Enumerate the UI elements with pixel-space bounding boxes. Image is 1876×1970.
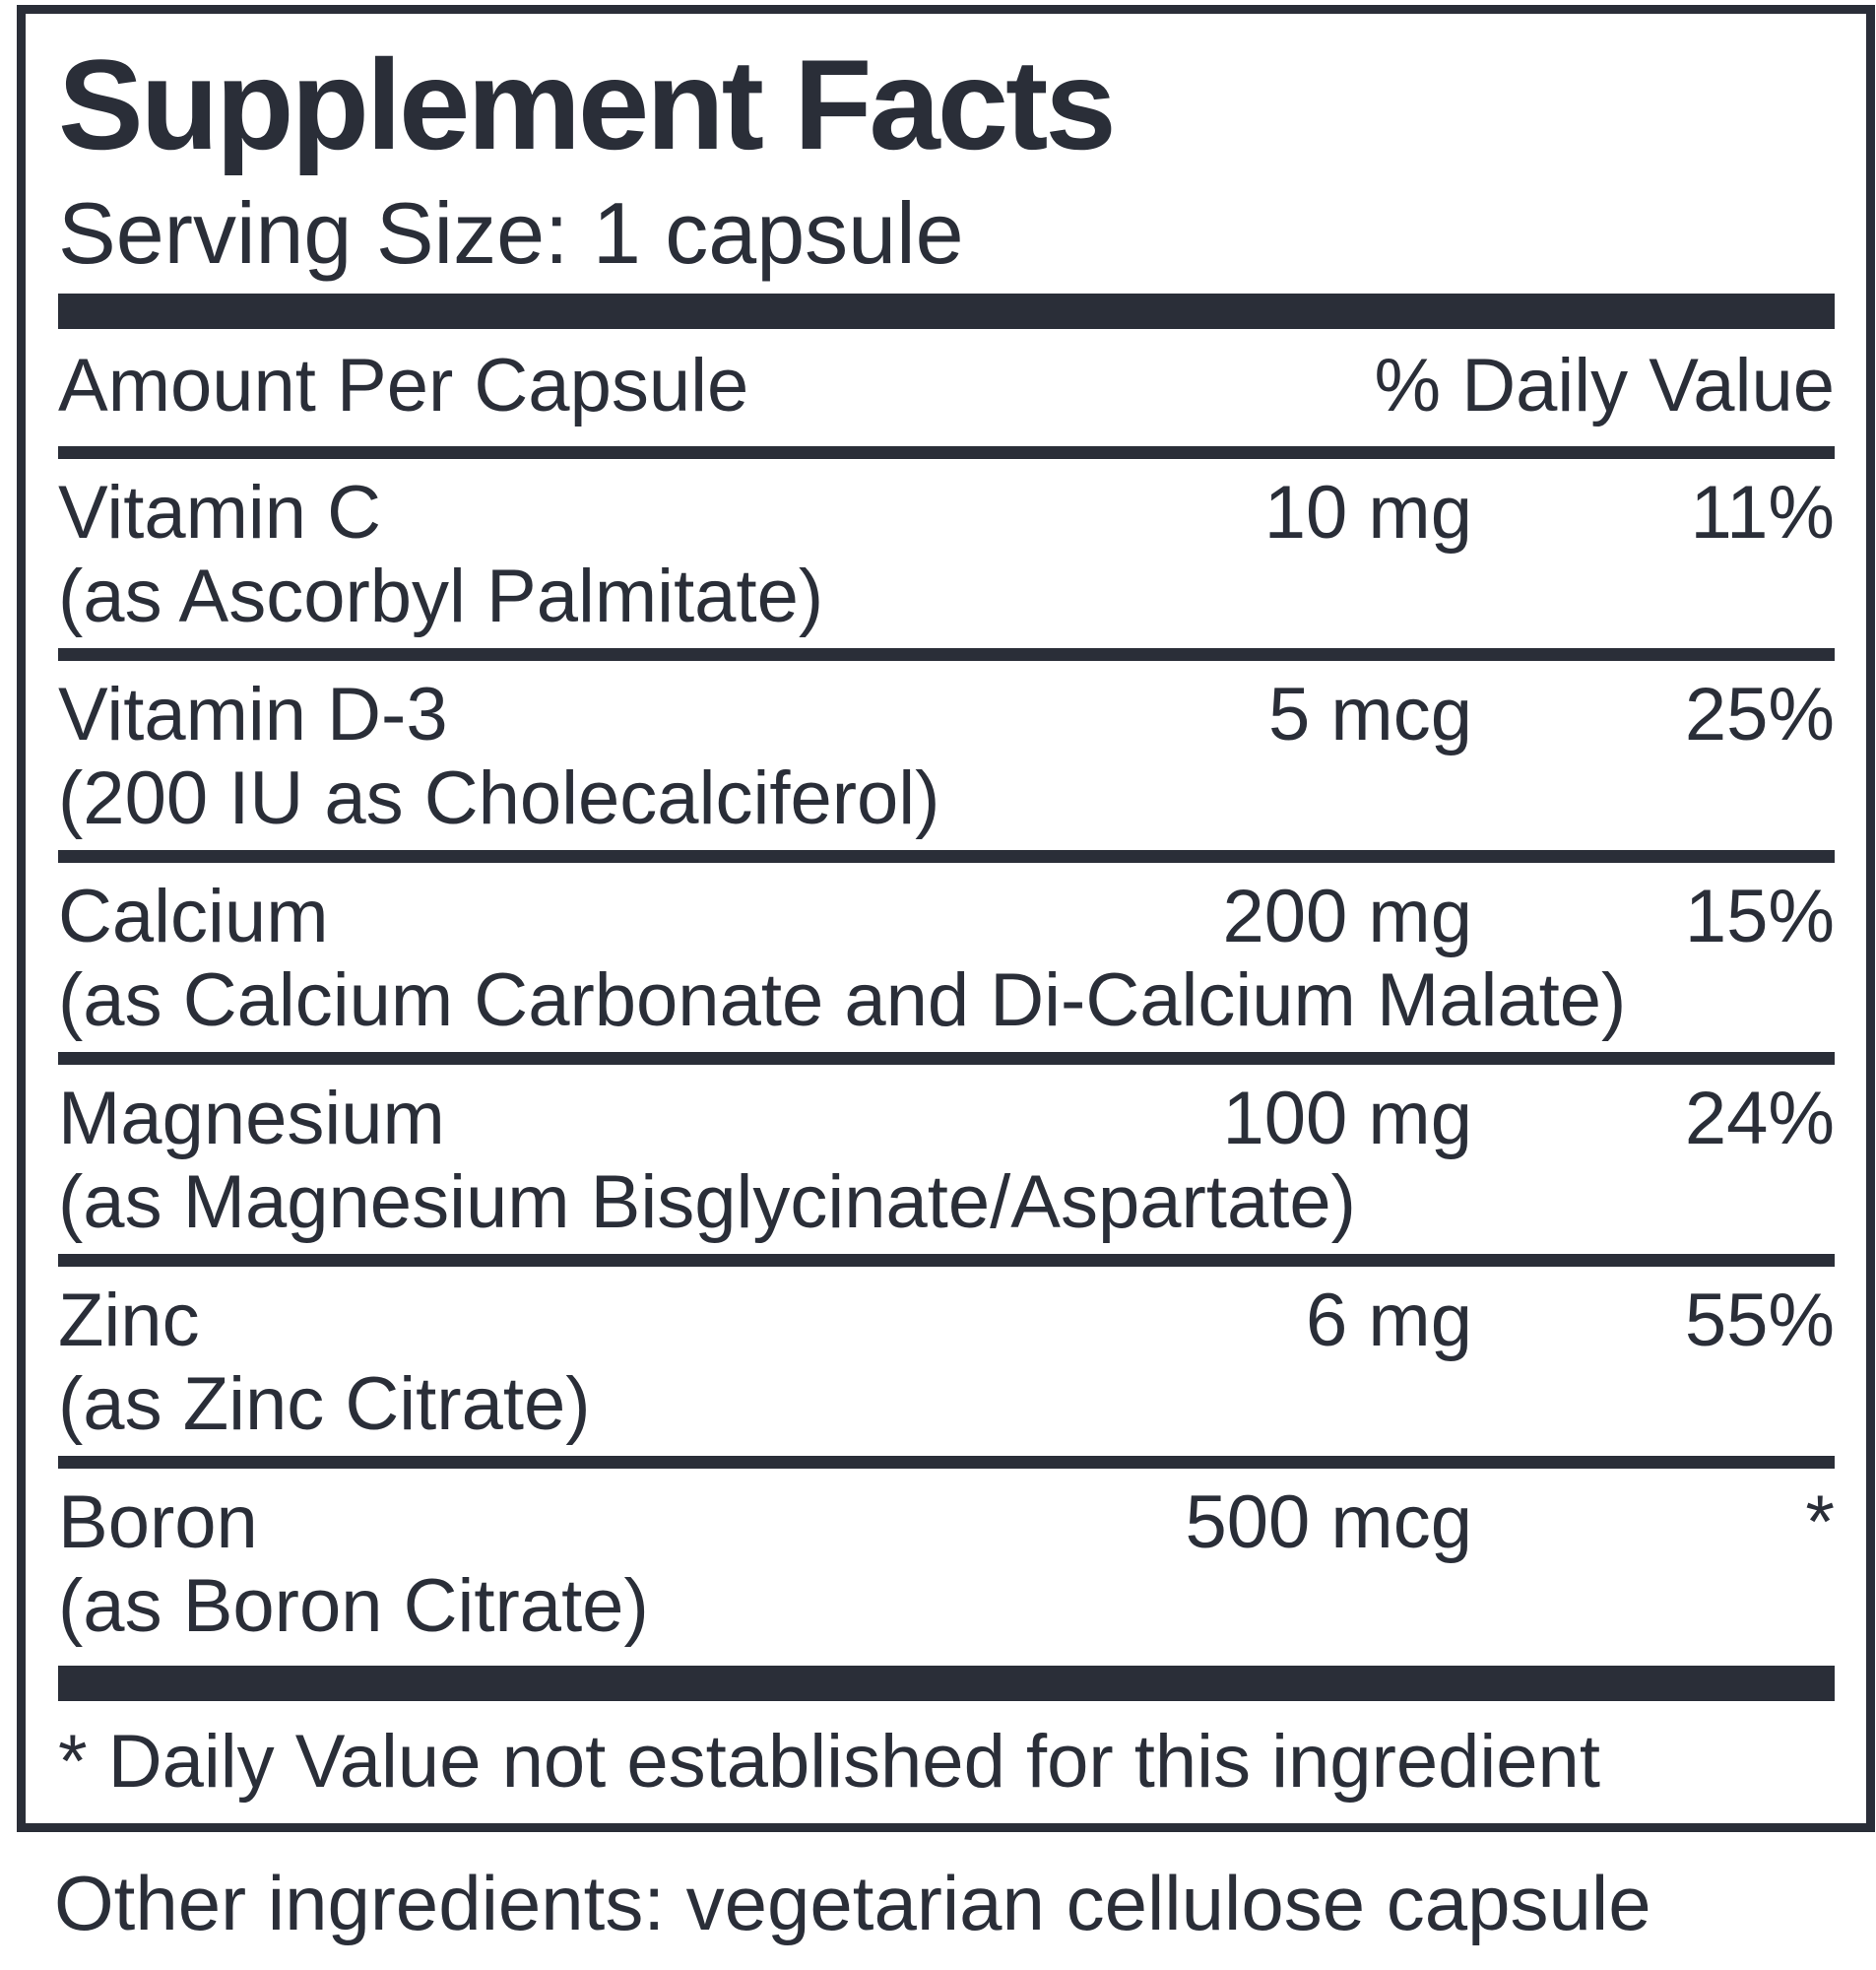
ingredient-name: Vitamin D-3 xyxy=(58,672,448,756)
ingredient-source: (as Boron Citrate) xyxy=(58,1563,649,1648)
serving-size-text: Serving Size: 1 capsule xyxy=(58,183,964,282)
divider-thick-top xyxy=(58,293,1835,329)
ingredient-main-line: Vitamin C 10 mg 11% xyxy=(58,471,1835,555)
ingredient-row-calcium: Calcium 200 mg 15% (as Calcium Carbonate… xyxy=(58,863,1835,1052)
ingredient-daily-value: 25% xyxy=(1684,672,1835,756)
ingredient-daily-value: 55% xyxy=(1684,1278,1835,1362)
ingredient-name: Magnesium xyxy=(58,1076,445,1160)
ingredient-source: (as Magnesium Bisglycinate/Aspartate) xyxy=(58,1159,1356,1244)
divider-rule xyxy=(58,1455,1835,1469)
ingredient-source: (as Ascorbyl Palmitate) xyxy=(58,554,824,638)
daily-value-footnote: * Daily Value not established for this i… xyxy=(58,1719,1600,1804)
ingredient-source: (as Zinc Citrate) xyxy=(58,1361,591,1446)
column-header-row: Amount Per Capsule % Daily Value xyxy=(58,343,1835,427)
ingredient-name: Zinc xyxy=(58,1278,200,1362)
ingredient-daily-value: 24% xyxy=(1684,1076,1835,1160)
ingredient-source: (200 IU as Cholecalciferol) xyxy=(58,755,940,840)
ingredient-source: (as Calcium Carbonate and Di-Calcium Mal… xyxy=(58,957,1627,1042)
ingredient-main-line: Boron 500 mcg * xyxy=(58,1480,1835,1564)
ingredient-row-magnesium: Magnesium 100 mg 24% (as Magnesium Bisgl… xyxy=(58,1065,1835,1254)
ingredient-row-boron: Boron 500 mcg * (as Boron Citrate) xyxy=(58,1469,1835,1658)
ingredient-amount: 100 mg xyxy=(1222,1076,1473,1160)
ingredient-daily-value: 15% xyxy=(1684,874,1835,958)
ingredient-daily-value: 11% xyxy=(1690,470,1835,555)
ingredient-daily-value: * xyxy=(1805,1479,1835,1564)
ingredient-amount: 5 mcg xyxy=(1268,672,1472,756)
ingredient-amount: 10 mg xyxy=(1263,470,1472,555)
ingredient-main-line: Calcium 200 mg 15% xyxy=(58,875,1835,958)
ingredient-main-line: Magnesium 100 mg 24% xyxy=(58,1077,1835,1160)
ingredient-amount: 500 mcg xyxy=(1185,1479,1473,1564)
ingredient-name: Vitamin C xyxy=(58,470,382,555)
amount-column-header: Amount Per Capsule xyxy=(58,343,749,427)
ingredient-amount: 6 mg xyxy=(1306,1278,1472,1362)
divider-rule xyxy=(58,1051,1835,1065)
other-ingredients-text: Other ingredients: vegetarian cellulose … xyxy=(54,1860,1651,1946)
ingredient-row-zinc: Zinc 6 mg 55% (as Zinc Citrate) xyxy=(58,1267,1835,1456)
divider-rule xyxy=(58,647,1835,661)
divider-rule xyxy=(58,445,1835,459)
divider-rule xyxy=(58,1253,1835,1267)
ingredient-main-line: Vitamin D-3 5 mcg 25% xyxy=(58,673,1835,756)
panel-title: Supplement Facts xyxy=(58,33,1117,176)
ingredient-row-vitamin-c: Vitamin C 10 mg 11% (as Ascorbyl Palmita… xyxy=(58,459,1835,648)
daily-value-column-header: % Daily Value xyxy=(1374,343,1835,427)
ingredient-name: Calcium xyxy=(58,874,329,958)
ingredient-name: Boron xyxy=(58,1479,258,1564)
divider-thick-bottom xyxy=(58,1665,1835,1701)
ingredient-main-line: Zinc 6 mg 55% xyxy=(58,1279,1835,1362)
ingredient-row-vitamin-d3: Vitamin D-3 5 mcg 25% (200 IU as Choleca… xyxy=(58,661,1835,850)
supplement-facts-panel: Supplement Facts Serving Size: 1 capsule… xyxy=(17,5,1875,1833)
divider-rule xyxy=(58,849,1835,863)
ingredient-amount: 200 mg xyxy=(1222,874,1473,958)
